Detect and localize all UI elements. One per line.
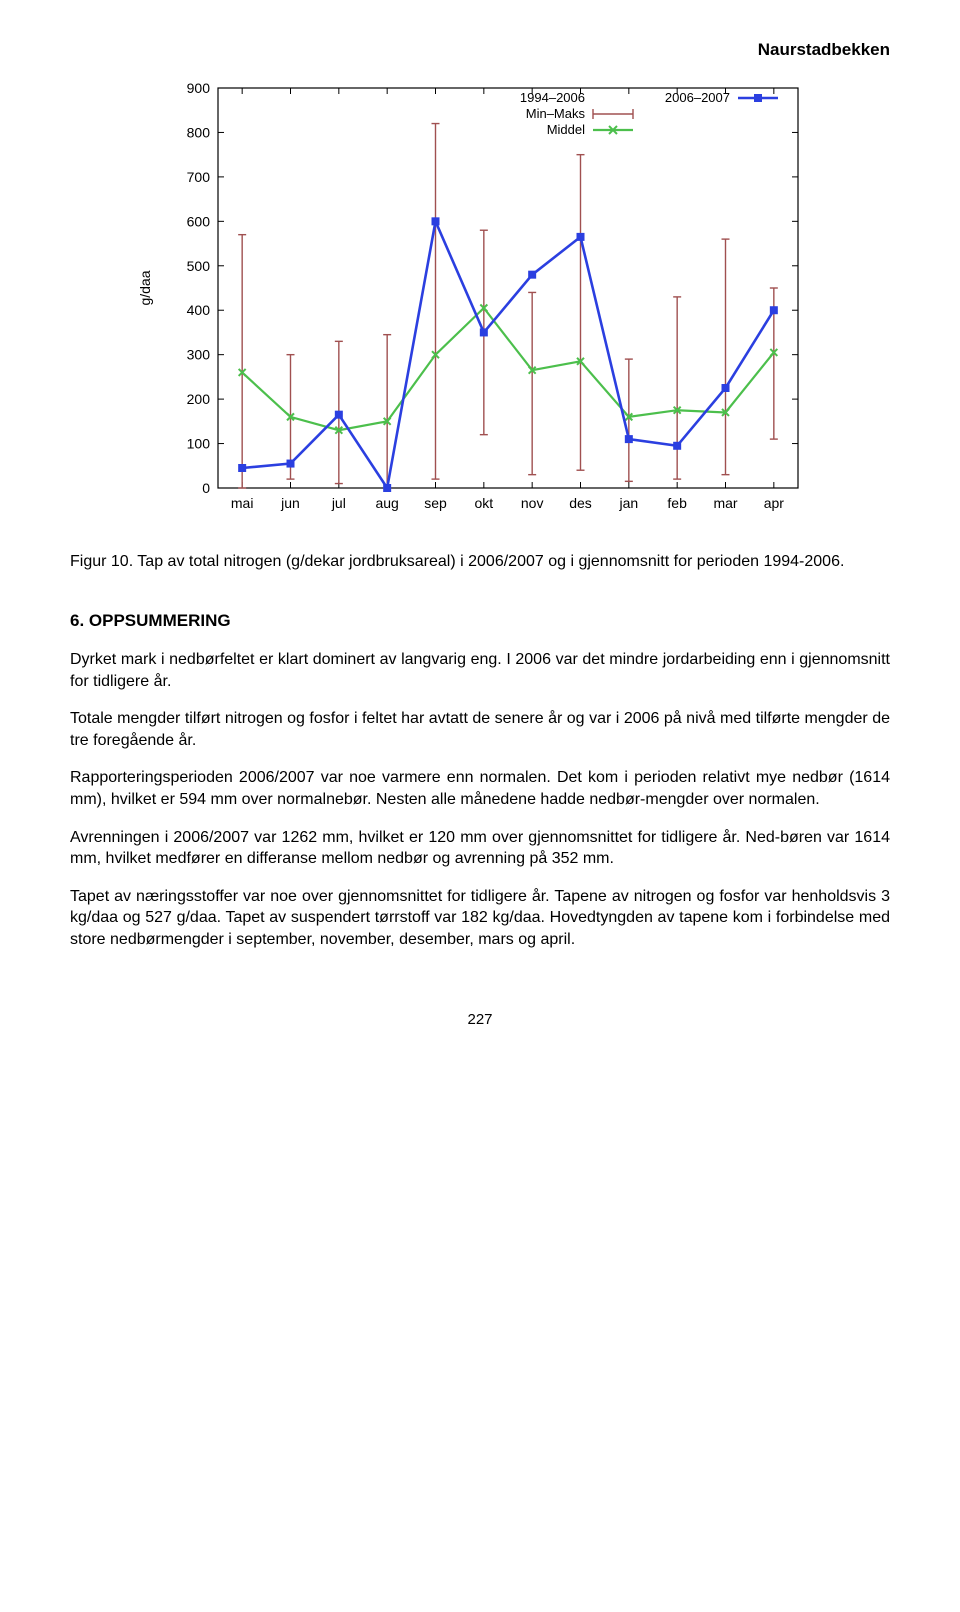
svg-text:300: 300	[187, 347, 211, 363]
svg-text:700: 700	[187, 169, 211, 185]
paragraph-5: Tapet av næringsstoffer var noe over gje…	[70, 886, 890, 951]
svg-text:feb: feb	[667, 495, 687, 511]
svg-text:800: 800	[187, 124, 211, 140]
svg-text:mai: mai	[231, 495, 254, 511]
figure-caption: Figur 10. Tap av total nitrogen (g/dekar…	[70, 553, 890, 571]
chart-container: 0 100 200 300 400 500 600 700 800 900 mai jun jul aug…	[130, 68, 890, 533]
svg-text:2006–2007: 2006–2007	[665, 90, 730, 105]
svg-text:des: des	[569, 495, 592, 511]
page-header-running: Naurstadbekken	[70, 40, 890, 60]
svg-text:sep: sep	[424, 495, 447, 511]
svg-text:g/daa: g/daa	[137, 270, 153, 305]
paragraph-3: Rapporteringsperioden 2006/2007 var noe …	[70, 767, 890, 810]
page-number: 227	[70, 1011, 890, 1028]
paragraph-2: Totale mengder tilført nitrogen og fosfo…	[70, 708, 890, 751]
paragraph-1: Dyrket mark i nedbørfeltet er klart domi…	[70, 649, 890, 692]
svg-text:jul: jul	[331, 495, 346, 511]
svg-text:okt: okt	[474, 495, 493, 511]
nitrogen-chart: 0 100 200 300 400 500 600 700 800 900 mai jun jul aug…	[130, 68, 810, 528]
section-heading: 6. OPPSUMMERING	[70, 611, 890, 631]
svg-text:500: 500	[187, 258, 211, 274]
svg-text:400: 400	[187, 302, 211, 318]
svg-text:900: 900	[187, 80, 211, 96]
svg-text:mar: mar	[713, 495, 737, 511]
paragraph-4: Avrenningen i 2006/2007 var 1262 mm, hvi…	[70, 827, 890, 870]
svg-text:aug: aug	[375, 495, 398, 511]
svg-text:Min–Maks: Min–Maks	[526, 106, 586, 121]
svg-text:100: 100	[187, 436, 211, 452]
svg-text:1994–2006: 1994–2006	[520, 90, 585, 105]
svg-text:200: 200	[187, 391, 211, 407]
svg-text:jun: jun	[280, 495, 300, 511]
svg-text:Middel: Middel	[547, 122, 585, 137]
svg-text:jan: jan	[618, 495, 638, 511]
svg-text:apr: apr	[764, 495, 785, 511]
svg-text:nov: nov	[521, 495, 544, 511]
svg-text:0: 0	[202, 480, 210, 496]
svg-text:600: 600	[187, 213, 211, 229]
